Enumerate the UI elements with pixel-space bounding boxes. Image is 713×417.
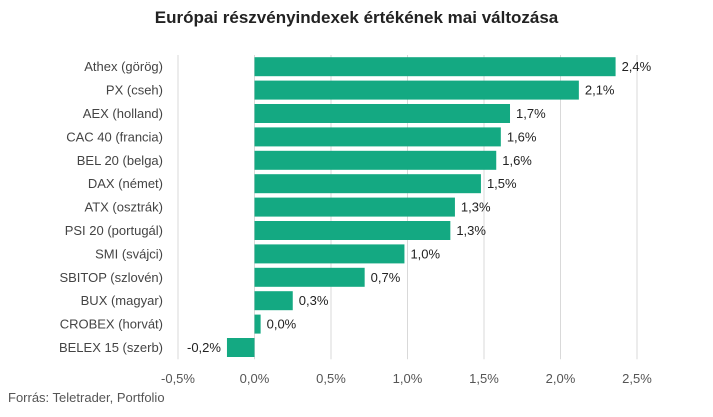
bar <box>254 80 579 100</box>
category-label: CROBEX (horvát) <box>60 317 163 332</box>
value-label: 0,3% <box>299 293 329 308</box>
value-label: 1,6% <box>507 129 537 144</box>
value-label: -0,2% <box>187 340 221 355</box>
bar <box>254 314 261 334</box>
source-note: Forrás: Teletrader, Portfolio <box>8 390 165 405</box>
bar <box>254 221 451 240</box>
category-label: BEL 20 (belga) <box>77 153 163 168</box>
value-label: 1,5% <box>487 176 517 191</box>
bar <box>254 267 365 287</box>
value-label: 0,7% <box>371 270 401 285</box>
bar <box>254 244 405 264</box>
category-label: PX (cseh) <box>106 83 163 98</box>
bar <box>254 104 511 123</box>
value-label: 1,7% <box>516 106 546 121</box>
category-label: BELEX 15 (szerb) <box>59 340 163 355</box>
bar <box>254 291 293 311</box>
value-label: 0,0% <box>267 317 297 332</box>
category-label: PSI 20 (portugál) <box>65 223 163 238</box>
category-label: SMI (svájci) <box>95 246 163 261</box>
value-label: 1,6% <box>502 153 532 168</box>
x-tick-label: 2,0% <box>546 371 576 386</box>
bar <box>254 150 497 170</box>
x-tick-label: -0,5% <box>161 371 195 386</box>
bar <box>254 174 481 194</box>
value-label: 1,3% <box>461 200 491 215</box>
bar <box>254 197 455 217</box>
bar <box>226 338 255 357</box>
x-tick-label: 0,5% <box>316 371 346 386</box>
x-tick-label: 2,5% <box>622 371 652 386</box>
chart-title: Európai részvényindexek értékének mai vá… <box>154 8 559 27</box>
category-label: AEX (holland) <box>83 106 163 121</box>
category-label: DAX (német) <box>88 176 163 191</box>
bar <box>254 127 501 147</box>
value-label: 2,1% <box>585 83 615 98</box>
category-label: BUX (magyar) <box>81 293 163 308</box>
x-tick-label: 1,5% <box>469 371 499 386</box>
x-tick-label: 1,0% <box>393 371 423 386</box>
category-label: Athex (görög) <box>84 59 163 74</box>
x-tick-label: 0,0% <box>240 371 270 386</box>
category-label: CAC 40 (francia) <box>66 129 163 144</box>
bar <box>254 57 616 77</box>
category-label: ATX (osztrák) <box>85 200 164 215</box>
value-label: 1,0% <box>410 246 440 261</box>
value-label: 2,4% <box>622 59 652 74</box>
category-label: SBITOP (szlovén) <box>59 270 163 285</box>
value-label: 1,3% <box>456 223 486 238</box>
